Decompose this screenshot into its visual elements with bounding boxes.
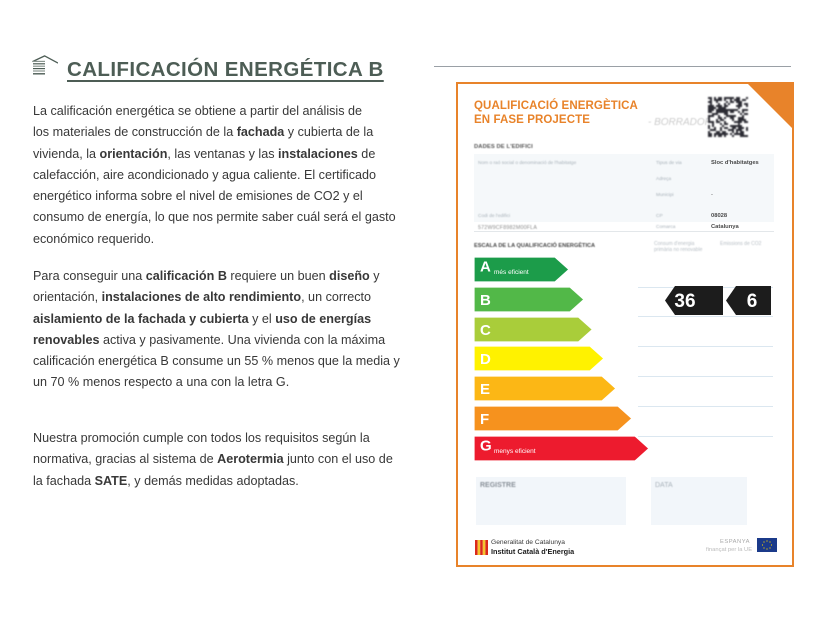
svg-text:G: G [480, 437, 492, 454]
svg-text:B: B [480, 292, 491, 309]
svg-text:D: D [480, 351, 491, 368]
svg-text:C: C [480, 322, 491, 339]
svg-text:més eficient: més eficient [494, 269, 529, 276]
svg-text:F: F [480, 411, 489, 428]
svg-text:A: A [480, 259, 491, 276]
svg-text:E: E [480, 381, 490, 398]
svg-text:menys eficient: menys eficient [494, 448, 536, 455]
